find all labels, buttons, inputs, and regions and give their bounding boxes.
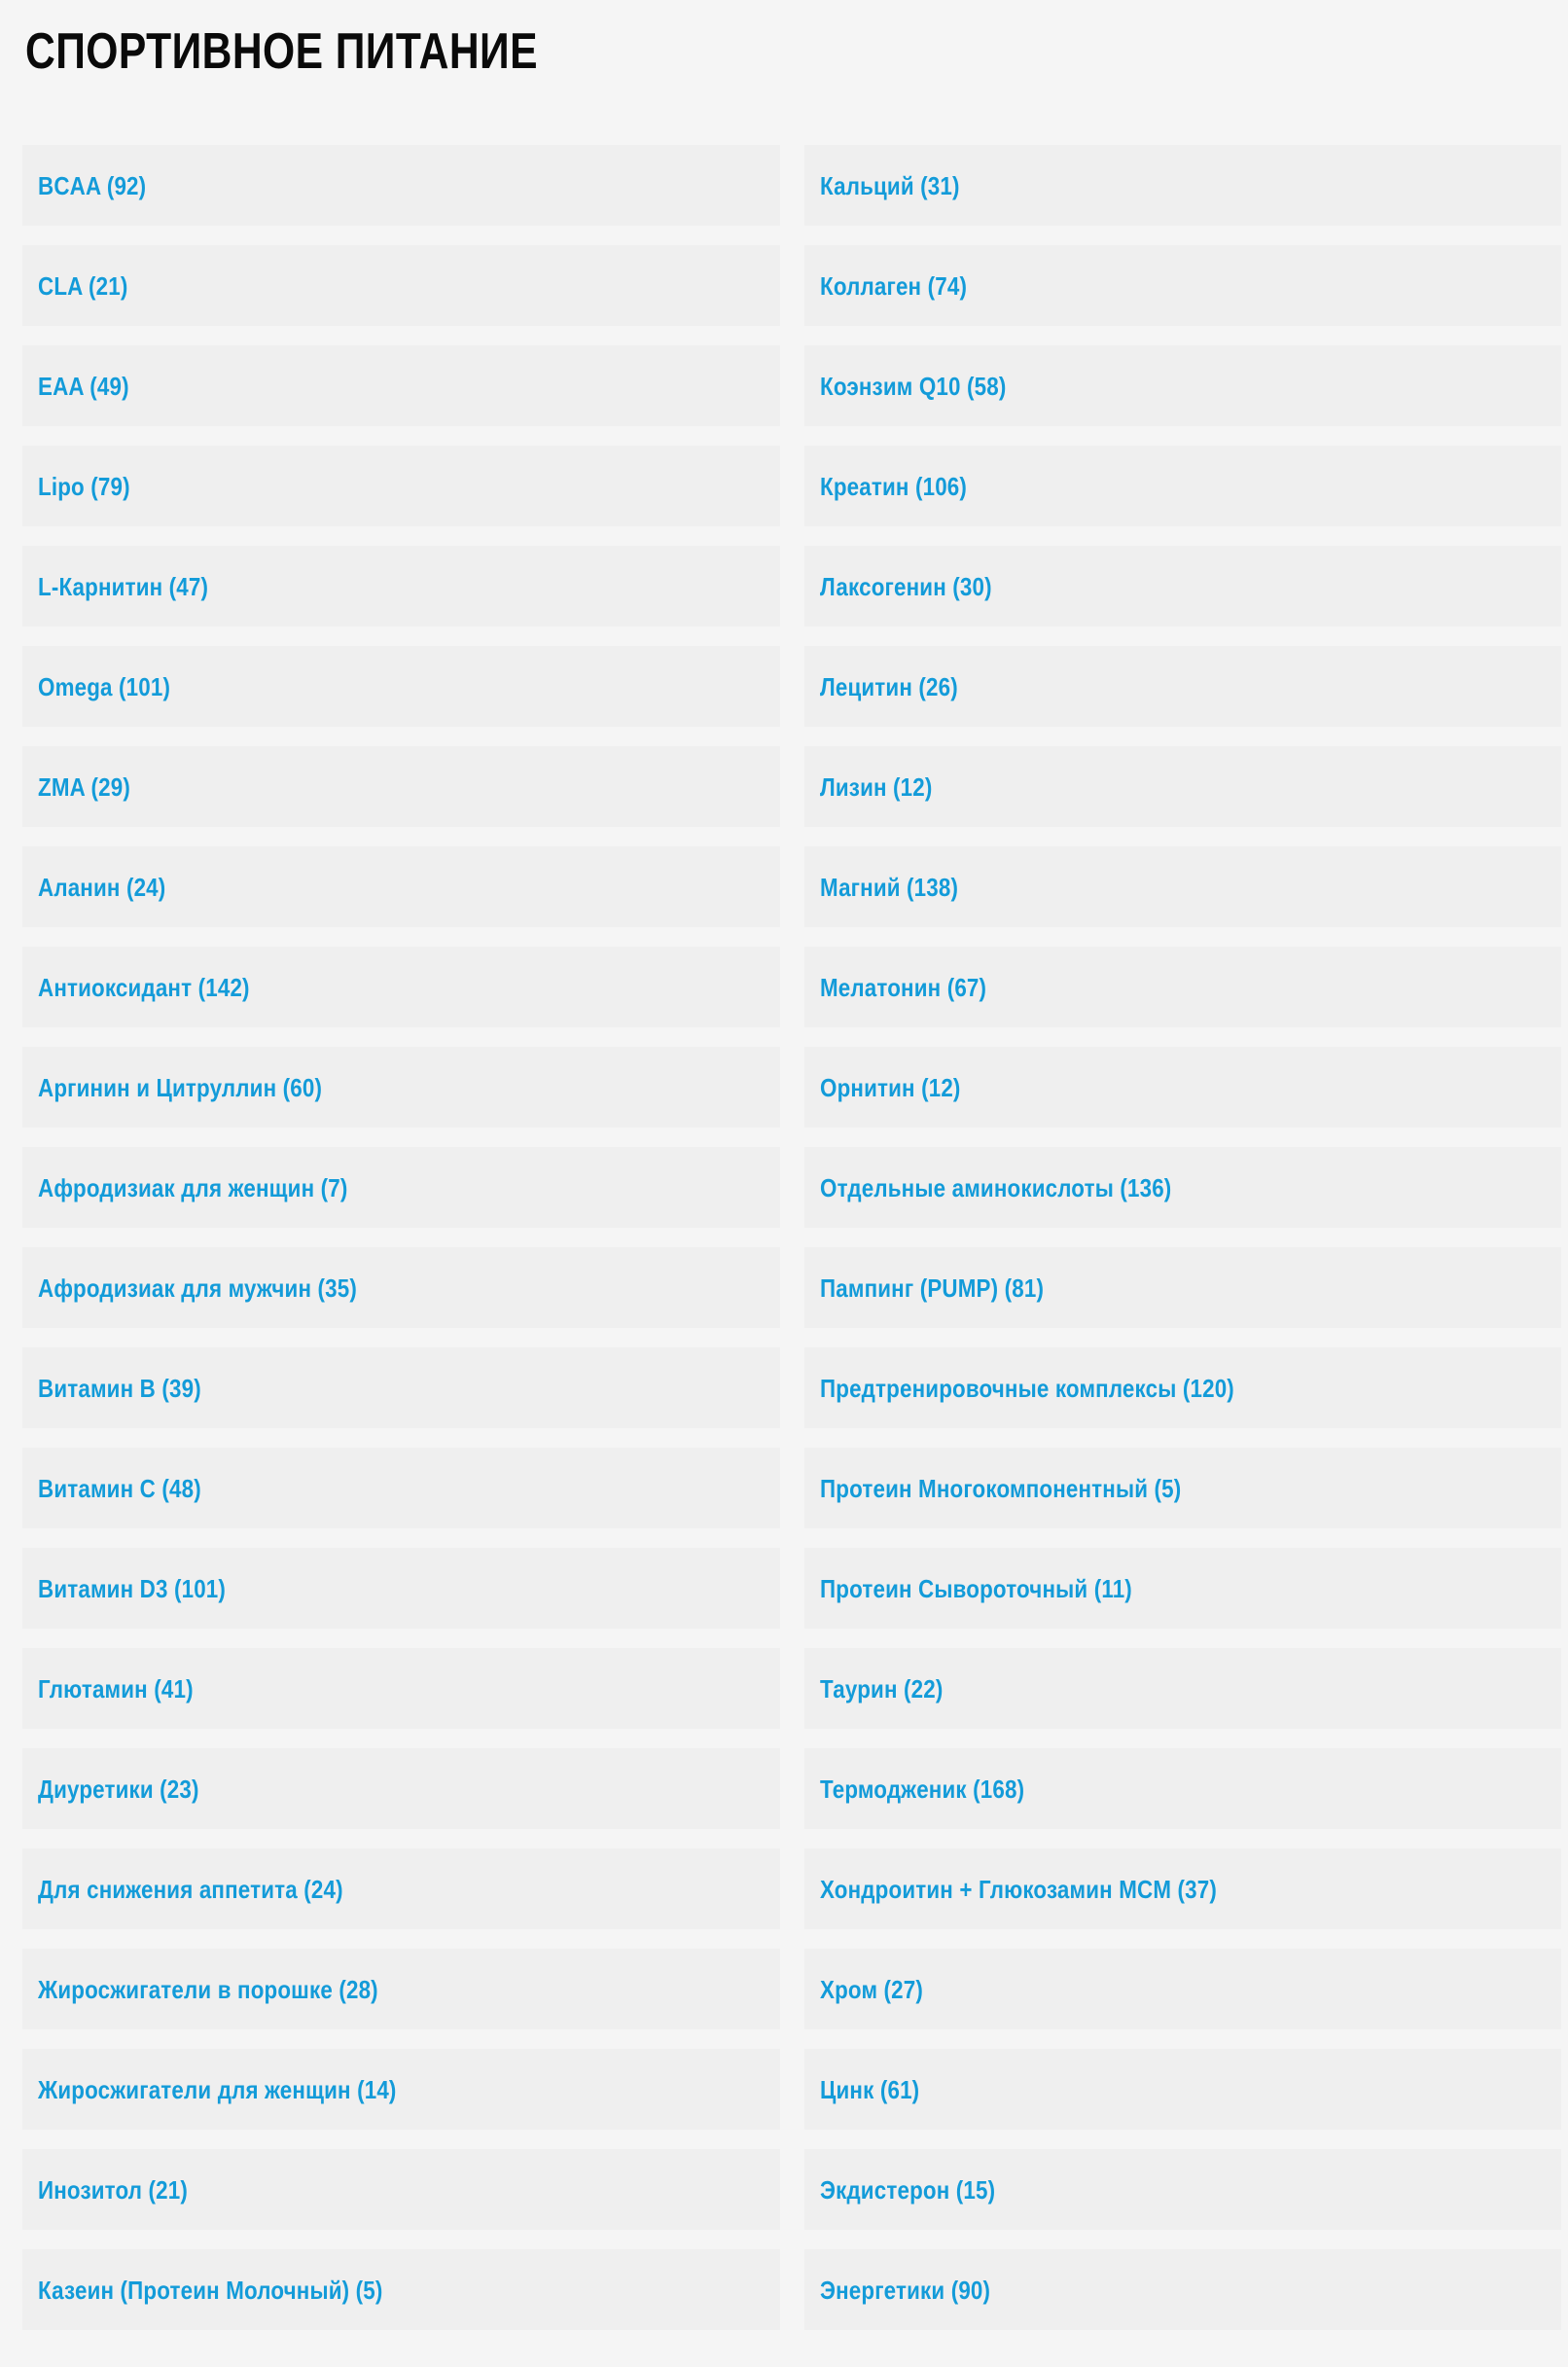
category-item[interactable]: Афродизиак для мужчин (35) bbox=[22, 1247, 780, 1328]
category-item[interactable]: Глютамин (41) bbox=[22, 1648, 780, 1729]
category-item-label[interactable]: Афродизиак для женщин (7) bbox=[38, 1172, 348, 1202]
category-item-label[interactable]: BCAA (92) bbox=[38, 170, 147, 200]
category-item-label[interactable]: Лецитин (26) bbox=[819, 671, 958, 701]
category-item-label[interactable]: Креатин (106) bbox=[819, 471, 967, 501]
category-item[interactable]: Коллаген (74) bbox=[803, 245, 1561, 326]
category-item[interactable]: Lipo (79) bbox=[22, 446, 780, 526]
category-item-label[interactable]: CLA (21) bbox=[38, 270, 128, 301]
category-item[interactable]: Казеин (Протеин Молочный) (5) bbox=[22, 2249, 780, 2330]
category-item[interactable]: Орнитин (12) bbox=[803, 1047, 1561, 1128]
category-item[interactable]: Коэнзим Q10 (58) bbox=[803, 345, 1561, 426]
category-item-label[interactable]: Жиросжигатели в порошке (28) bbox=[38, 1974, 378, 2004]
category-item[interactable]: Витамин D3 (101) bbox=[22, 1548, 780, 1629]
category-item[interactable]: Мелатонин (67) bbox=[803, 947, 1561, 1027]
category-item[interactable]: Магний (138) bbox=[803, 846, 1561, 927]
category-item-label[interactable]: Афродизиак для мужчин (35) bbox=[38, 1273, 357, 1303]
category-item[interactable]: Лаксогенин (30) bbox=[803, 546, 1561, 627]
category-item[interactable]: Витамин B (39) bbox=[22, 1347, 780, 1428]
category-item-label[interactable]: Кальций (31) bbox=[819, 170, 960, 200]
category-item[interactable]: Для снижения аппетита (24) bbox=[22, 1848, 780, 1929]
category-item-label[interactable]: Термоджeник (168) bbox=[819, 1774, 1024, 1804]
category-item-label[interactable]: Хром (27) bbox=[819, 1974, 923, 2004]
category-item-label[interactable]: Коэнзим Q10 (58) bbox=[819, 371, 1006, 401]
category-item-label[interactable]: Магний (138) bbox=[819, 872, 958, 902]
category-item[interactable]: Таурин (22) bbox=[803, 1648, 1561, 1729]
category-item[interactable]: Термоджeник (168) bbox=[803, 1748, 1561, 1829]
page-title: СПОРТИВНОЕ ПИТАНИЕ bbox=[25, 23, 538, 80]
category-item[interactable]: Предтренировочные комплексы (120) bbox=[803, 1347, 1561, 1428]
category-item[interactable]: Креатин (106) bbox=[803, 446, 1561, 526]
category-item-label[interactable]: Витамин D3 (101) bbox=[38, 1573, 227, 1603]
category-item-label[interactable]: Аргинин и Цитруллин (60) bbox=[38, 1072, 323, 1102]
category-item-label[interactable]: Omega (101) bbox=[38, 671, 171, 701]
category-item[interactable]: Инозитол (21) bbox=[22, 2149, 780, 2230]
category-item-label[interactable]: Пампинг (PUMP) (81) bbox=[819, 1273, 1044, 1303]
category-item-label[interactable]: Инозитол (21) bbox=[38, 2174, 188, 2205]
category-item[interactable]: Жиросжигатели в порошке (28) bbox=[22, 1949, 780, 2029]
category-item-label[interactable]: Аланин (24) bbox=[38, 872, 166, 902]
category-item-label[interactable]: Жиросжигатели для женщин (14) bbox=[38, 2074, 397, 2104]
category-item[interactable]: Кальций (31) bbox=[803, 145, 1561, 226]
category-item-label[interactable]: Предтренировочные комплексы (120) bbox=[819, 1373, 1234, 1403]
category-item[interactable]: EAA (49) bbox=[22, 345, 780, 426]
category-item[interactable]: Пампинг (PUMP) (81) bbox=[803, 1247, 1561, 1328]
category-item-label[interactable]: Витамин B (39) bbox=[38, 1373, 201, 1403]
category-item[interactable]: Лизин (12) bbox=[803, 746, 1561, 827]
category-item[interactable]: Протеин Сывороточный (11) bbox=[803, 1548, 1561, 1629]
category-item-label[interactable]: Орнитин (12) bbox=[819, 1072, 961, 1102]
category-item[interactable]: Лецитин (26) bbox=[803, 646, 1561, 727]
category-item[interactable]: Хондроитин + Глюкозамин MCM (37) bbox=[803, 1848, 1561, 1929]
category-item[interactable]: Экдистерон (15) bbox=[803, 2149, 1561, 2230]
category-item-label[interactable]: Протеин Сывороточный (11) bbox=[819, 1573, 1132, 1603]
category-item-label[interactable]: Цинк (61) bbox=[819, 2074, 919, 2104]
category-item[interactable]: Витамин C (48) bbox=[22, 1448, 780, 1528]
category-item-label[interactable]: Протеин Многокомпонентный (5) bbox=[819, 1473, 1181, 1503]
category-item-label[interactable]: EAA (49) bbox=[38, 371, 129, 401]
category-item-label[interactable]: Коллаген (74) bbox=[819, 270, 967, 301]
category-item-label[interactable]: Хондроитин + Глюкозамин MCM (37) bbox=[819, 1874, 1217, 1904]
category-item[interactable]: Жиросжигатели для женщин (14) bbox=[22, 2049, 780, 2130]
category-item-label[interactable]: Антиоксидант (142) bbox=[38, 972, 250, 1002]
category-item[interactable]: Антиоксидант (142) bbox=[22, 947, 780, 1027]
category-item[interactable]: Афродизиак для женщин (7) bbox=[22, 1147, 780, 1228]
category-item-label[interactable]: Экдистерон (15) bbox=[819, 2174, 995, 2205]
category-item-label[interactable]: ZMA (29) bbox=[38, 771, 130, 802]
category-item-label[interactable]: Мелатонин (67) bbox=[819, 972, 986, 1002]
category-item-label[interactable]: Лизин (12) bbox=[819, 771, 933, 802]
category-item-label[interactable]: L-Карнитин (47) bbox=[38, 571, 209, 601]
category-item-label[interactable]: Для снижения аппетита (24) bbox=[38, 1874, 343, 1904]
category-item[interactable]: CLA (21) bbox=[22, 245, 780, 326]
category-item[interactable]: Диуретики (23) bbox=[22, 1748, 780, 1829]
category-item-label[interactable]: Витамин C (48) bbox=[38, 1473, 201, 1503]
category-item[interactable]: Omega (101) bbox=[22, 646, 780, 727]
category-column-right: Кальций (31) Коллаген (74) Коэнзим Q10 (58… bbox=[803, 145, 1561, 2330]
category-item-label[interactable]: Отдельные аминокислоты (136) bbox=[819, 1172, 1171, 1202]
category-item-label[interactable]: Казеин (Протеин Молочный) (5) bbox=[38, 2275, 383, 2305]
category-item-label[interactable]: Lipo (79) bbox=[38, 471, 130, 501]
category-item[interactable]: Аргинин и Цитруллин (60) bbox=[22, 1047, 780, 1128]
category-item-label[interactable]: Таурин (22) bbox=[819, 1673, 943, 1704]
category-item[interactable]: Аланин (24) bbox=[22, 846, 780, 927]
category-item[interactable]: Хром (27) bbox=[803, 1949, 1561, 2029]
category-item[interactable]: L-Карнитин (47) bbox=[22, 546, 780, 627]
category-grid: BCAA (92) CLA (21) EAA (49) Lipo (79) L-Карн… bbox=[0, 145, 1568, 2330]
category-item-label[interactable]: Энергетики (90) bbox=[819, 2275, 990, 2305]
category-item[interactable]: Протеин Многокомпонентный (5) bbox=[803, 1448, 1561, 1528]
category-item-label[interactable]: Лаксогенин (30) bbox=[819, 571, 992, 601]
category-item-label[interactable]: Глютамин (41) bbox=[38, 1673, 194, 1704]
category-item-label[interactable]: Диуретики (23) bbox=[38, 1774, 199, 1804]
category-column-left: BCAA (92) CLA (21) EAA (49) Lipo (79) L-Карн… bbox=[22, 145, 780, 2330]
category-item[interactable]: Цинк (61) bbox=[803, 2049, 1561, 2130]
category-item[interactable]: BCAA (92) bbox=[22, 145, 780, 226]
category-item[interactable]: Отдельные аминокислоты (136) bbox=[803, 1147, 1561, 1228]
category-item[interactable]: ZMA (29) bbox=[22, 746, 780, 827]
category-item[interactable]: Энергетики (90) bbox=[803, 2249, 1561, 2330]
